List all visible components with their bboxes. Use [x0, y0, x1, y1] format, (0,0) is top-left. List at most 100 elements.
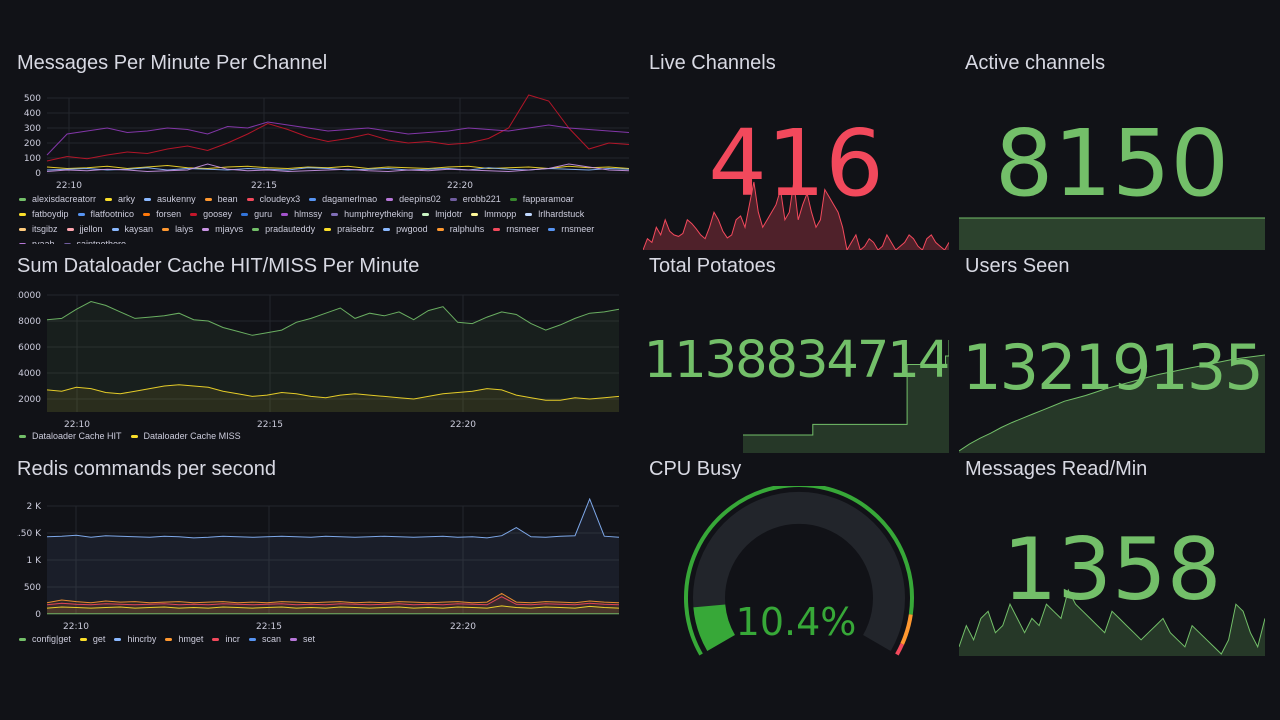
y-tick-label: 200	[24, 139, 41, 149]
messages-legend-item[interactable]: hlmssy	[281, 207, 322, 222]
redis-panel[interactable]: Redis commands per second 0 500 1 K 1.50 K 2…	[17, 458, 632, 654]
redis-legend-swatch	[212, 638, 220, 642]
messages-per-minute-chart[interactable]: 0 100 200 300 400 500 22:10 22:15 22:20	[17, 90, 632, 194]
sparkline-line	[959, 588, 1265, 655]
active-channels-title: Active channels	[965, 52, 1106, 74]
users-seen-panel[interactable]: Users Seen 13219135	[959, 255, 1265, 453]
messages-legend-label: erobb221	[462, 194, 501, 204]
messages-per-minute-panel[interactable]: Messages Per Minute Per Channel 0 100 200 3…	[17, 52, 632, 248]
messages-legend-label: itsgibz	[32, 224, 58, 234]
y-tick-label: 0	[35, 169, 41, 179]
messages-legend-item[interactable]: cloudeyx3	[246, 192, 301, 207]
total-potatoes-value: 1138834714	[643, 331, 950, 390]
messages-legend-swatch	[77, 213, 85, 217]
messages-legend-swatch	[105, 198, 113, 202]
messages-legend-item[interactable]: alexisdacreatorr	[19, 192, 96, 207]
gauge-track	[693, 491, 905, 651]
gauge-threshold-red	[895, 643, 905, 656]
dataloader-legend-item[interactable]: Dataloader Cache MISS	[130, 429, 241, 444]
x-tick-label: 22:20	[450, 622, 476, 632]
messages-legend-item[interactable]: lmmopp	[471, 207, 516, 222]
redis-legend-item[interactable]: scan	[248, 632, 281, 647]
redis-legend-swatch	[19, 638, 26, 642]
dataloader-chart[interactable]: 2000 4000 6000 8000 10000 22:10 22:15 22:20	[17, 287, 632, 427]
messages-legend-item[interactable]: deepins02	[386, 192, 441, 207]
x-tick-label: 22:15	[251, 181, 277, 191]
messages-legend-item[interactable]: lrlhardstuck	[525, 207, 584, 222]
messages-legend-swatch	[19, 243, 26, 244]
messages-legend-label: lrlhardstuck	[538, 209, 585, 219]
messages-legend-swatch	[386, 198, 394, 202]
messages-legend-swatch	[66, 228, 74, 232]
messages-legend-item[interactable]: bean	[204, 192, 238, 207]
messages-legend-item[interactable]: erobb221	[449, 192, 501, 207]
messages-legend-item[interactable]: ryaah	[19, 237, 55, 244]
messages-legend-item[interactable]: rnsmeer	[548, 222, 594, 237]
messages-legend-label: humphreytheking	[344, 209, 414, 219]
messages-legend-swatch	[241, 213, 249, 217]
messages-legend-swatch	[252, 228, 260, 232]
redis-legend-label: scan	[261, 634, 281, 644]
redis-legend-item[interactable]: config|get	[19, 632, 71, 647]
messages-legend-item[interactable]: dagamerlmao	[309, 192, 377, 207]
messages-legend-item[interactable]: arky	[105, 192, 135, 207]
messages-legend-item[interactable]: jjellon	[66, 222, 103, 237]
y-tick-label: 8000	[18, 317, 41, 327]
messages-legend-item[interactable]: flatfootnico	[77, 207, 134, 222]
messages-legend-label: cloudeyx3	[259, 194, 301, 204]
messages-legend-item[interactable]: kaysan	[111, 222, 153, 237]
sparkline-area	[959, 590, 1265, 656]
messages-legend-item[interactable]: guru	[241, 207, 272, 222]
sparkline-area	[643, 182, 949, 250]
redis-legend-swatch	[165, 638, 173, 642]
redis-legend-item[interactable]: hmget	[165, 632, 203, 647]
messages-legend-swatch	[422, 213, 430, 217]
messages-legend-item[interactable]: pradauteddy	[252, 222, 315, 237]
cpu-busy-title: CPU Busy	[649, 458, 742, 480]
messages-legend-swatch	[281, 213, 289, 217]
redis-legend-item[interactable]: incr	[212, 632, 240, 647]
messages-legend-label: alexisdacreatorr	[32, 194, 97, 204]
dataloader-panel[interactable]: Sum Dataloader Cache HIT/MISS Per Minute…	[17, 255, 632, 451]
live-channels-panel[interactable]: Live Channels 416	[643, 52, 949, 250]
messages-legend-item[interactable]: humphreytheking	[331, 207, 413, 222]
messages-read-panel[interactable]: Messages Read/Min 1358	[959, 458, 1265, 656]
redis-legend-item[interactable]: set	[289, 632, 315, 647]
dataloader-legend-item[interactable]: Dataloader Cache HIT	[19, 429, 122, 444]
messages-per-minute-title: Messages Per Minute Per Channel	[17, 52, 328, 74]
live-channels-sparkline	[643, 181, 949, 250]
messages-legend-item[interactable]: itsgibz	[19, 222, 58, 237]
messages-legend-label: asukenny	[157, 194, 196, 204]
redis-legend-item[interactable]: get	[79, 632, 105, 647]
x-tick-label: 22:10	[63, 622, 89, 632]
messages-legend-item[interactable]: forsen	[143, 207, 181, 222]
messages-legend-swatch	[436, 228, 444, 232]
messages-legend-swatch	[19, 228, 26, 232]
redis-legend-item[interactable]: hincrby	[114, 632, 156, 647]
messages-legend-item[interactable]: pwgood	[383, 222, 428, 237]
messages-legend-label: pwgood	[396, 224, 428, 234]
active-channels-panel[interactable]: Active channels 8150	[959, 52, 1265, 250]
redis-legend-swatch	[79, 638, 87, 642]
messages-legend-item[interactable]: asukenny	[144, 192, 196, 207]
series-area	[47, 301, 619, 412]
messages-legend-item[interactable]: ralphuhs	[436, 222, 484, 237]
series-area	[47, 596, 619, 614]
messages-legend-swatch	[111, 228, 119, 232]
messages-legend-item[interactable]: lmjdotr	[422, 207, 462, 222]
messages-legend-label: bean	[217, 194, 238, 204]
messages-legend-item[interactable]: mjayvs	[202, 222, 243, 237]
cpu-busy-panel[interactable]: CPU Busy 10.4%	[643, 458, 949, 656]
messages-legend-item[interactable]: fapparamoar	[509, 192, 574, 207]
messages-legend-item[interactable]: laiys	[162, 222, 193, 237]
messages-legend-item[interactable]: fatboydip	[19, 207, 69, 222]
messages-legend-item[interactable]: rnsmeer	[493, 222, 539, 237]
redis-chart[interactable]: 0 500 1 K 1.50 K 2 K 22:10 22:15 22:20	[17, 498, 632, 638]
messages-legend-label: fatboydip	[32, 209, 69, 219]
messages-legend-item[interactable]: praisebrz	[324, 222, 374, 237]
dataloader-legend-label: Dataloader Cache HIT	[32, 431, 122, 441]
messages-legend-item[interactable]: goosey	[190, 207, 232, 222]
messages-legend-swatch	[162, 228, 170, 232]
messages-legend-item[interactable]: saintnothere_	[63, 237, 131, 244]
total-potatoes-panel[interactable]: Total Potatoes 1138834714	[643, 255, 950, 453]
